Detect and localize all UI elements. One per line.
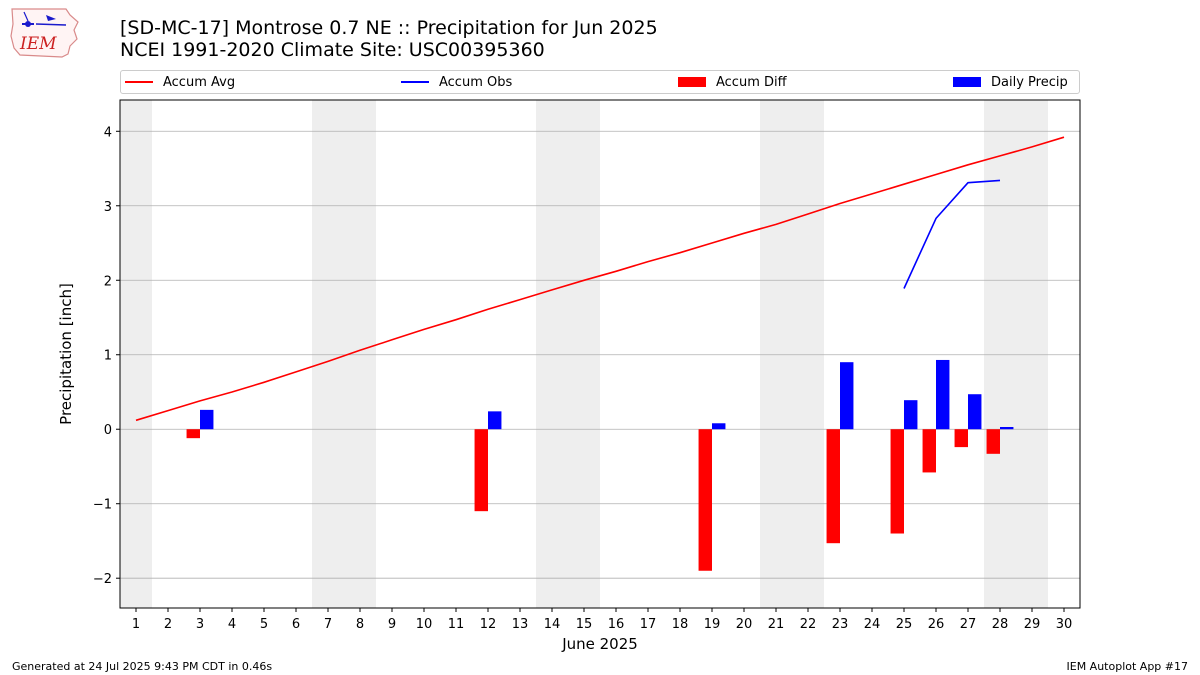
y-tick-label--1: −1: [93, 498, 112, 513]
legend-swatch-accum-obs: [401, 81, 429, 83]
x-tick-label-26: 26: [928, 617, 945, 632]
y-tick-label-4: 4: [104, 125, 112, 140]
accum-diff-bar-day-3: [186, 429, 200, 439]
weekend-shade-4: [760, 100, 824, 608]
chart-title: [SD-MC-17] Montrose 0.7 NE :: Precipitat…: [120, 17, 658, 39]
accum-diff-bar-day-26: [922, 429, 936, 473]
y-axis-label: Precipitation [inch]: [57, 283, 75, 425]
accum-obs-line: [903, 179, 1001, 289]
y-tick-label-0: 0: [104, 423, 112, 438]
x-tick-label-29: 29: [1024, 617, 1041, 632]
y-tick-label-2: 2: [104, 274, 112, 289]
x-tick-label-14: 14: [544, 617, 561, 632]
daily-precip-bar-day-19: [712, 423, 726, 430]
daily-precip-bar-day-26: [936, 359, 950, 430]
x-tick-label-4: 4: [228, 617, 236, 632]
x-tick-label-16: 16: [608, 617, 625, 632]
x-tick-label-23: 23: [832, 617, 849, 632]
x-tick-label-13: 13: [512, 617, 529, 632]
accum-diff-bar-day-19: [698, 429, 712, 571]
accum-avg-line: [135, 136, 1065, 422]
accum-diff-bar-day-23: [826, 429, 840, 544]
chart-subtitle: NCEI 1991-2020 Climate Site: USC00395360: [120, 39, 545, 61]
legend-swatch-accum-diff: [678, 77, 706, 87]
x-tick-label-9: 9: [388, 617, 396, 632]
x-tick-label-5: 5: [260, 617, 268, 632]
accum-diff-bar-day-12: [474, 429, 488, 512]
x-tick-label-25: 25: [896, 617, 913, 632]
logo-text: IEM: [19, 34, 57, 54]
daily-precip-bar-day-27: [968, 394, 982, 430]
x-tick-label-20: 20: [736, 617, 753, 632]
x-tick-label-28: 28: [992, 617, 1009, 632]
daily-precip-bar-day-23: [840, 362, 854, 430]
legend-swatch-daily-precip: [953, 77, 981, 87]
x-tick-label-18: 18: [672, 617, 689, 632]
x-tick-label-6: 6: [292, 617, 300, 632]
legend-item-accum-diff: Accum Diff: [678, 71, 787, 93]
x-tick-label-19: 19: [704, 617, 721, 632]
accum-diff-bar-day-27: [954, 429, 968, 448]
x-tick-label-24: 24: [864, 617, 881, 632]
legend-swatch-accum-avg: [125, 81, 153, 83]
legend-label-daily-precip: Daily Precip: [991, 74, 1068, 90]
iem-logo: IEM: [10, 8, 79, 58]
x-tick-label-22: 22: [800, 617, 817, 632]
generated-timestamp: Generated at 24 Jul 2025 9:43 PM CDT in …: [12, 660, 273, 673]
accum-diff-bar-day-25: [890, 429, 904, 534]
x-tick-label-3: 3: [196, 617, 204, 632]
weekend-shade-2: [312, 100, 376, 608]
x-axis-label: June 2025: [562, 635, 638, 653]
accum-diff-bar-day-28: [986, 429, 1000, 454]
daily-precip-bar-day-3: [200, 409, 214, 430]
y-tick-label-1: 1: [104, 349, 112, 364]
daily-precip-bar-day-28: [1000, 426, 1014, 430]
weekend-shade-1: [120, 100, 152, 608]
x-tick-label-2: 2: [164, 617, 172, 632]
daily-precip-bar-day-25: [904, 400, 918, 430]
x-tick-label-17: 17: [640, 617, 657, 632]
x-tick-label-8: 8: [356, 617, 364, 632]
legend-item-daily-precip: Daily Precip: [953, 71, 1068, 93]
y-tick-label--2: −2: [93, 572, 112, 587]
x-tick-label-10: 10: [416, 617, 433, 632]
x-tick-label-21: 21: [768, 617, 785, 632]
weekend-shade-3: [536, 100, 600, 608]
y-tick-label-3: 3: [104, 200, 112, 215]
x-tick-label-12: 12: [480, 617, 497, 632]
x-tick-label-27: 27: [960, 617, 977, 632]
daily-precip-bar-day-12: [488, 411, 502, 430]
x-tick-label-15: 15: [576, 617, 593, 632]
x-tick-label-11: 11: [448, 617, 465, 632]
weekend-shade-5: [984, 100, 1048, 608]
x-tick-label-1: 1: [132, 617, 140, 632]
app-credit: IEM Autoplot App #17: [1066, 660, 1189, 673]
plot-frame: [119, 99, 1081, 609]
legend-item-accum-obs: Accum Obs: [401, 71, 512, 93]
legend-item-accum-avg: Accum Avg: [125, 71, 235, 93]
chart-legend: Accum Avg Accum Obs Accum Diff Daily Pre…: [120, 70, 1080, 94]
legend-label-accum-avg: Accum Avg: [163, 74, 236, 90]
legend-label-accum-obs: Accum Obs: [439, 74, 513, 90]
x-tick-label-7: 7: [324, 617, 332, 632]
x-tick-label-30: 30: [1056, 617, 1073, 632]
legend-label-accum-diff: Accum Diff: [716, 74, 787, 90]
